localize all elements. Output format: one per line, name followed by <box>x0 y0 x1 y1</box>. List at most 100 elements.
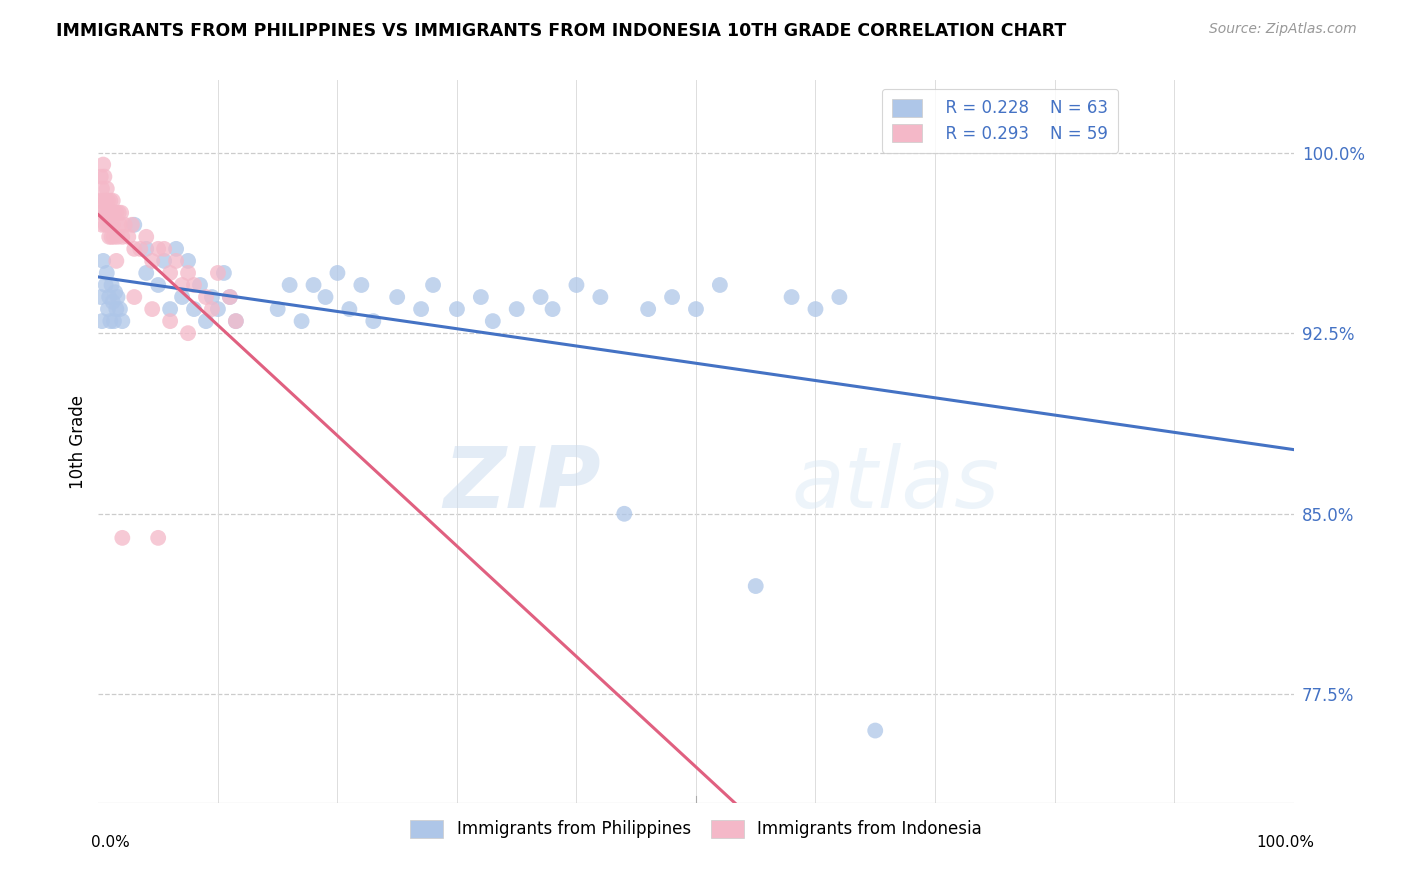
Point <box>111 531 134 545</box>
Point <box>100 205 122 219</box>
Point <box>100 277 122 292</box>
Point <box>107 229 129 244</box>
Point <box>90 169 112 184</box>
Point <box>506 301 529 316</box>
Point <box>153 242 176 256</box>
Point <box>101 294 124 309</box>
Point <box>135 266 157 280</box>
Point <box>98 218 122 232</box>
Point <box>129 242 152 256</box>
Point <box>91 254 114 268</box>
Point <box>291 314 314 328</box>
Point <box>148 531 170 545</box>
Point <box>121 218 143 232</box>
Point <box>302 277 325 292</box>
Point <box>385 290 409 304</box>
Point <box>613 507 636 521</box>
Point <box>98 194 122 208</box>
Point <box>148 277 170 292</box>
Point <box>117 229 139 244</box>
Point <box>98 314 122 328</box>
Point <box>267 301 290 316</box>
Point <box>103 314 125 328</box>
Point <box>225 314 247 328</box>
Point <box>541 301 564 316</box>
Point <box>195 290 218 304</box>
Point <box>97 301 120 316</box>
Point <box>107 290 129 304</box>
Point <box>124 242 146 256</box>
Point <box>98 229 121 244</box>
Point <box>219 290 242 304</box>
Point <box>212 266 235 280</box>
Point <box>172 277 194 292</box>
Point <box>745 579 768 593</box>
Point <box>108 218 131 232</box>
Point <box>159 266 181 280</box>
Point <box>101 218 124 232</box>
Point <box>177 254 200 268</box>
Text: atlas: atlas <box>792 443 1000 526</box>
Point <box>207 266 229 280</box>
Point <box>530 290 553 304</box>
Point <box>96 205 118 219</box>
Point <box>141 301 163 316</box>
Point <box>111 314 134 328</box>
Point <box>350 277 373 292</box>
Point <box>183 301 205 316</box>
Point <box>411 301 433 316</box>
Point <box>804 301 827 316</box>
Point <box>91 182 114 196</box>
Y-axis label: 10th Grade: 10th Grade <box>69 394 87 489</box>
Point <box>177 266 200 280</box>
Point <box>91 194 114 208</box>
Point <box>207 301 229 316</box>
Point <box>96 182 118 196</box>
Point <box>114 218 136 232</box>
Point <box>91 157 114 171</box>
Point <box>93 205 115 219</box>
Point <box>315 290 337 304</box>
Point <box>165 254 187 268</box>
Legend: Immigrants from Philippines, Immigrants from Indonesia: Immigrants from Philippines, Immigrants … <box>404 813 988 845</box>
Point <box>589 290 612 304</box>
Point <box>709 277 731 292</box>
Point <box>481 314 505 328</box>
Point <box>103 229 125 244</box>
Point <box>219 290 242 304</box>
Point <box>90 290 112 304</box>
Point <box>172 290 194 304</box>
Point <box>195 314 218 328</box>
Point <box>90 205 112 219</box>
Point <box>91 218 114 232</box>
Text: 0.0%: 0.0% <box>91 836 131 850</box>
Point <box>94 277 117 292</box>
Text: Source: ZipAtlas.com: Source: ZipAtlas.com <box>1209 22 1357 37</box>
Point <box>363 314 385 328</box>
Point <box>225 314 247 328</box>
Point <box>91 314 114 328</box>
Point <box>339 301 361 316</box>
Point <box>124 290 146 304</box>
Point <box>94 218 117 232</box>
Point <box>165 242 187 256</box>
Point <box>97 218 120 232</box>
Point <box>107 205 129 219</box>
Point <box>108 301 131 316</box>
Point <box>105 254 128 268</box>
Point <box>565 277 588 292</box>
Point <box>188 277 211 292</box>
Point <box>98 205 121 219</box>
Point <box>141 254 163 268</box>
Text: IMMIGRANTS FROM PHILIPPINES VS IMMIGRANTS FROM INDONESIA 10TH GRADE CORRELATION : IMMIGRANTS FROM PHILIPPINES VS IMMIGRANT… <box>56 22 1067 40</box>
Point <box>101 194 124 208</box>
Point <box>148 242 170 256</box>
Point <box>104 285 127 300</box>
Point <box>159 314 181 328</box>
Text: ZIP: ZIP <box>443 443 600 526</box>
Point <box>159 301 181 316</box>
Point <box>98 290 121 304</box>
Point <box>278 277 301 292</box>
Point <box>110 205 132 219</box>
Point <box>103 205 125 219</box>
